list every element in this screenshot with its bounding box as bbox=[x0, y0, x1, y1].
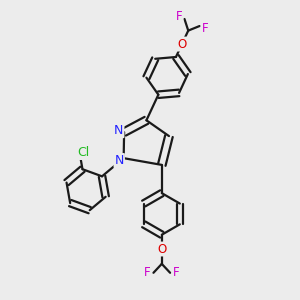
Text: N: N bbox=[115, 154, 124, 167]
Text: F: F bbox=[202, 22, 208, 35]
Text: O: O bbox=[157, 242, 167, 256]
Text: Cl: Cl bbox=[77, 146, 89, 159]
Text: O: O bbox=[177, 38, 187, 51]
Text: N: N bbox=[114, 124, 124, 137]
Text: F: F bbox=[144, 266, 151, 279]
Text: F: F bbox=[176, 10, 182, 23]
Text: F: F bbox=[173, 266, 179, 279]
